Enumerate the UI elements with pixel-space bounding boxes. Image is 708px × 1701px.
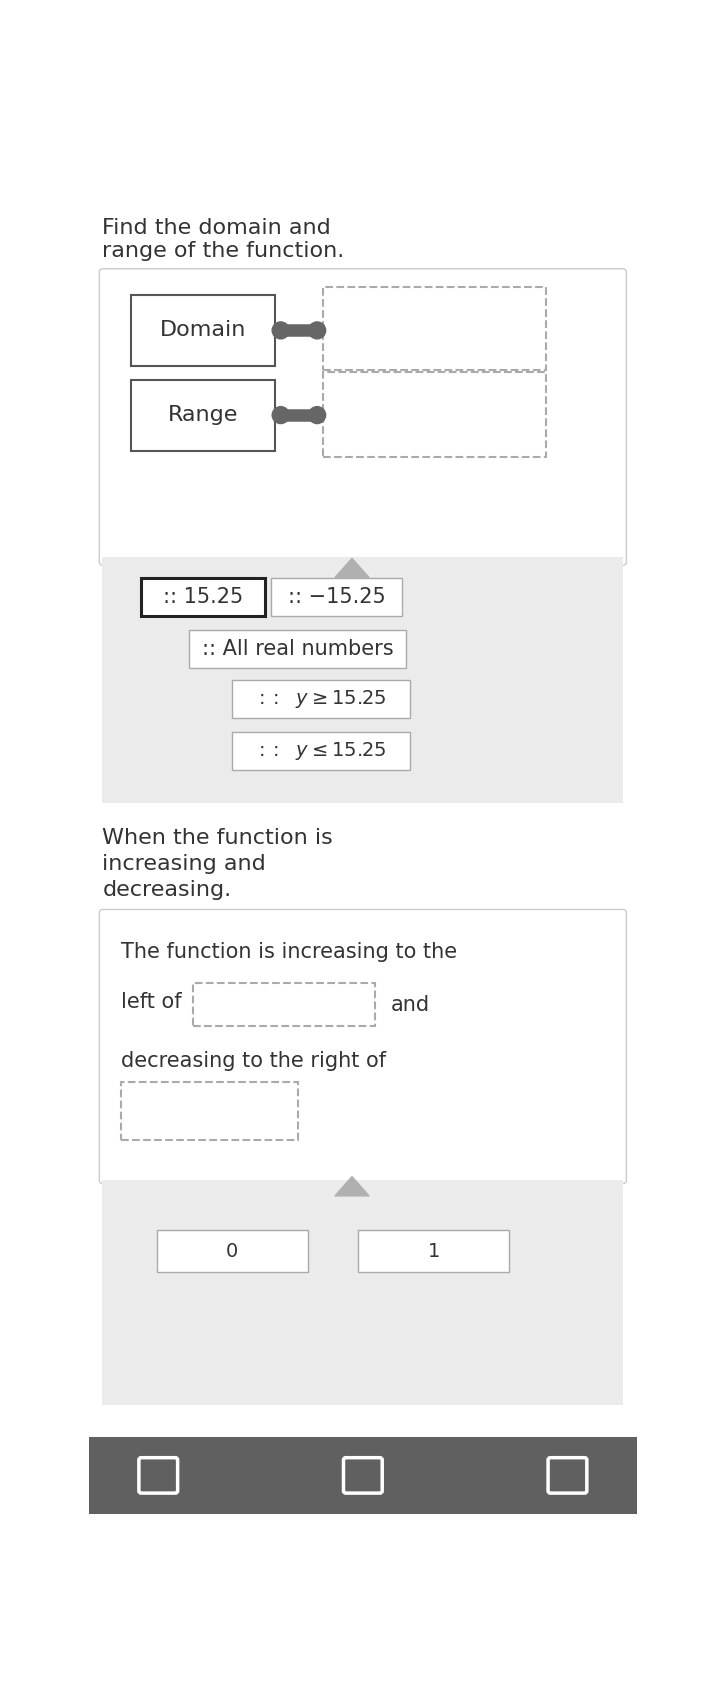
Bar: [141, 578, 266, 616]
Bar: [131, 379, 275, 451]
Text: :: All real numbers: :: All real numbers: [202, 640, 394, 660]
Bar: [131, 294, 275, 366]
Bar: [324, 373, 546, 456]
Bar: [121, 1082, 298, 1140]
Bar: [232, 731, 410, 771]
Text: 0: 0: [226, 1242, 239, 1260]
Text: 1: 1: [428, 1242, 440, 1260]
Bar: [103, 1180, 623, 1405]
Text: left of: left of: [121, 992, 182, 1012]
Text: range of the function.: range of the function.: [103, 242, 345, 260]
Bar: [156, 1230, 308, 1272]
Polygon shape: [335, 1177, 369, 1196]
FancyBboxPatch shape: [99, 910, 627, 1184]
FancyBboxPatch shape: [99, 269, 627, 565]
Circle shape: [309, 321, 326, 338]
Text: When the function is: When the function is: [103, 828, 333, 847]
Text: Domain: Domain: [159, 320, 246, 340]
Bar: [270, 578, 402, 616]
Bar: [324, 287, 546, 369]
Text: Range: Range: [168, 405, 238, 425]
Text: and: and: [391, 995, 430, 1015]
Text: Find the domain and: Find the domain and: [103, 218, 331, 238]
Circle shape: [309, 407, 326, 424]
Bar: [103, 556, 623, 803]
Text: $\mathsf{::}$  $y\leq15.25$: $\mathsf{::}$ $y\leq15.25$: [256, 740, 387, 762]
Text: The function is increasing to the: The function is increasing to the: [121, 942, 457, 961]
Text: increasing and: increasing and: [103, 854, 266, 874]
Circle shape: [272, 407, 290, 424]
Bar: [193, 983, 375, 1026]
Polygon shape: [335, 558, 369, 578]
Text: decreasing.: decreasing.: [103, 879, 232, 900]
Text: :: 15.25: :: 15.25: [163, 587, 244, 607]
Bar: [358, 1230, 509, 1272]
Text: decreasing to the right of: decreasing to the right of: [121, 1051, 386, 1072]
Text: $\mathsf{::}$  $y\geq15.25$: $\mathsf{::}$ $y\geq15.25$: [256, 689, 387, 711]
Text: :: −15.25: :: −15.25: [287, 587, 385, 607]
Bar: [189, 629, 406, 668]
Bar: [232, 680, 410, 718]
Bar: [88, 1437, 637, 1514]
Circle shape: [272, 321, 290, 338]
